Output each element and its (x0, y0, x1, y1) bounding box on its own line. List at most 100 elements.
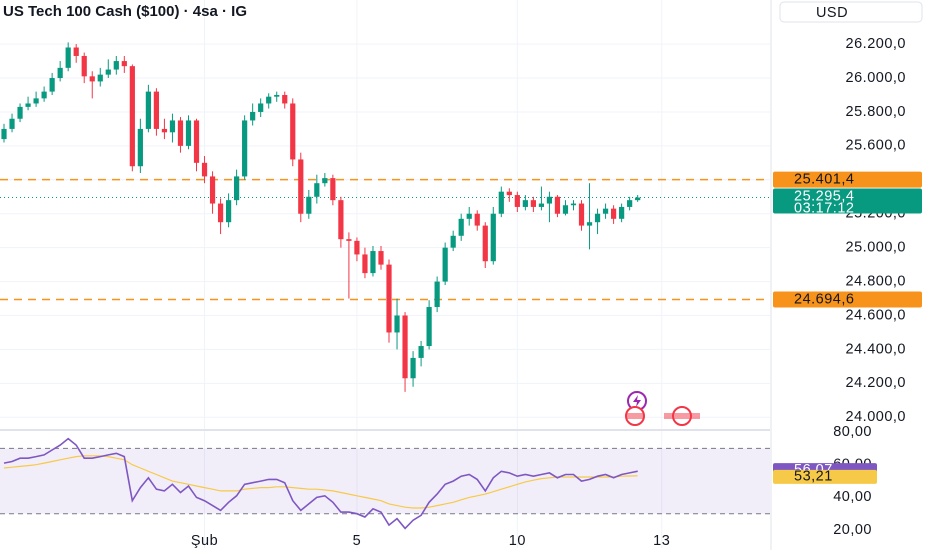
candle-body (426, 307, 432, 347)
candle-body (290, 103, 296, 160)
y-tick-label: 25.800,0 (846, 104, 906, 120)
candle-body (490, 213, 496, 262)
candle-body (217, 203, 224, 223)
candle-body (378, 251, 384, 265)
candle-body (578, 203, 585, 226)
candle-body (137, 128, 143, 167)
rsi-tick-label: 40,00 (833, 489, 872, 505)
y-tick-label: 26.000,0 (846, 70, 906, 86)
y-tick-label: 24.200,0 (846, 375, 906, 391)
currency-label: USD (816, 5, 848, 21)
candle-body (129, 66, 135, 167)
candle-body (330, 178, 336, 201)
axes: 24.000,0 24.200,0 24.400,0 24.600,0 24.800,0… (191, 36, 922, 549)
candle-body (9, 118, 15, 129)
candle-body (594, 213, 601, 223)
candle-body (570, 203, 577, 206)
rsi-line (3, 437, 638, 530)
candle-body (418, 346, 424, 358)
y-tick-label: 24.600,0 (846, 307, 906, 323)
candle-body (554, 196, 561, 214)
candle-body (434, 281, 440, 308)
candle-body (169, 120, 176, 133)
rsi-ma-badge-label: 53,21 (794, 469, 833, 485)
candle-body (49, 78, 55, 92)
candle-body (627, 200, 633, 207)
candle-body (506, 191, 512, 196)
candle-body (25, 103, 31, 107)
candle-body (298, 159, 304, 214)
candle-body (242, 120, 248, 177)
currency-button[interactable] (779, 1, 923, 23)
candle-body (394, 315, 400, 333)
candle-body (121, 61, 127, 67)
candle-body (225, 200, 232, 223)
x-tick-label: Şub (191, 533, 218, 549)
last-price-badge (773, 188, 922, 214)
candle-body (474, 213, 480, 226)
event-icons (625, 391, 700, 426)
candle-body (234, 176, 240, 201)
candle-body (17, 106, 23, 119)
y-tick-label: 25.600,0 (846, 138, 906, 154)
candle-body (97, 74, 103, 82)
candle-body (386, 264, 392, 333)
icon-glyph (664, 413, 700, 419)
icon-glyph (633, 395, 641, 407)
candle-body (201, 162, 208, 177)
price-badge-label: 24.694,6 (794, 291, 854, 307)
candle-body (177, 120, 184, 146)
price-badge (773, 291, 922, 308)
candle-body (266, 96, 272, 104)
y-tick-label: 24.800,0 (846, 273, 906, 289)
candle-body (346, 239, 352, 241)
rsi-ma-badge (773, 469, 877, 484)
candle-body (41, 91, 47, 99)
candle-body (562, 205, 569, 214)
x-tick-label: 10 (509, 533, 526, 549)
candle-body (466, 213, 472, 219)
y-tick-label: 26.200,0 (846, 36, 906, 52)
candle-body (538, 203, 545, 207)
y-tick-label: 25.000,0 (846, 239, 906, 255)
candle-body (65, 47, 71, 68)
candle-body (586, 222, 593, 226)
candle-body (113, 61, 119, 70)
rsi-tick-label: 80,00 (833, 424, 872, 440)
candle-body (258, 103, 264, 112)
candle-body (250, 111, 256, 121)
candle-body (498, 191, 504, 214)
candle-body (458, 218, 464, 236)
candle-body (145, 91, 151, 129)
candle-body (619, 206, 625, 219)
rsi-tick-label: 20,00 (833, 522, 872, 538)
y-tick-label: 24.400,0 (846, 341, 906, 357)
price-badge-label: 25.401,4 (794, 171, 854, 187)
candle-body (274, 94, 280, 97)
candle-body (402, 315, 408, 379)
candle-body (522, 200, 528, 207)
x-tick-label: 13 (653, 533, 670, 549)
candle-body (514, 195, 520, 207)
candle-body (410, 357, 416, 379)
icon-glyph (626, 413, 644, 419)
candle-body (442, 247, 448, 282)
last-price-label: 25.295,4 (794, 188, 854, 204)
candle-body (33, 98, 39, 104)
rsi-ma-line (3, 455, 638, 509)
countdown-label: 03:17:12 (794, 200, 854, 216)
candle-body (193, 120, 200, 163)
plot (0, 42, 770, 530)
candle-body (73, 47, 79, 56)
candle-body (546, 196, 553, 204)
candle-body (105, 69, 111, 75)
chart-title: US Tech 100 Cash ($100) · 4sa · IG (3, 3, 247, 20)
candle-body (362, 254, 368, 274)
candle-body (153, 91, 160, 129)
x-tick-label: 5 (353, 533, 362, 549)
candle-body (482, 225, 488, 262)
candle-body (1, 128, 7, 140)
y-tick-label: 24.000,0 (846, 409, 906, 425)
candle-body (338, 200, 344, 240)
